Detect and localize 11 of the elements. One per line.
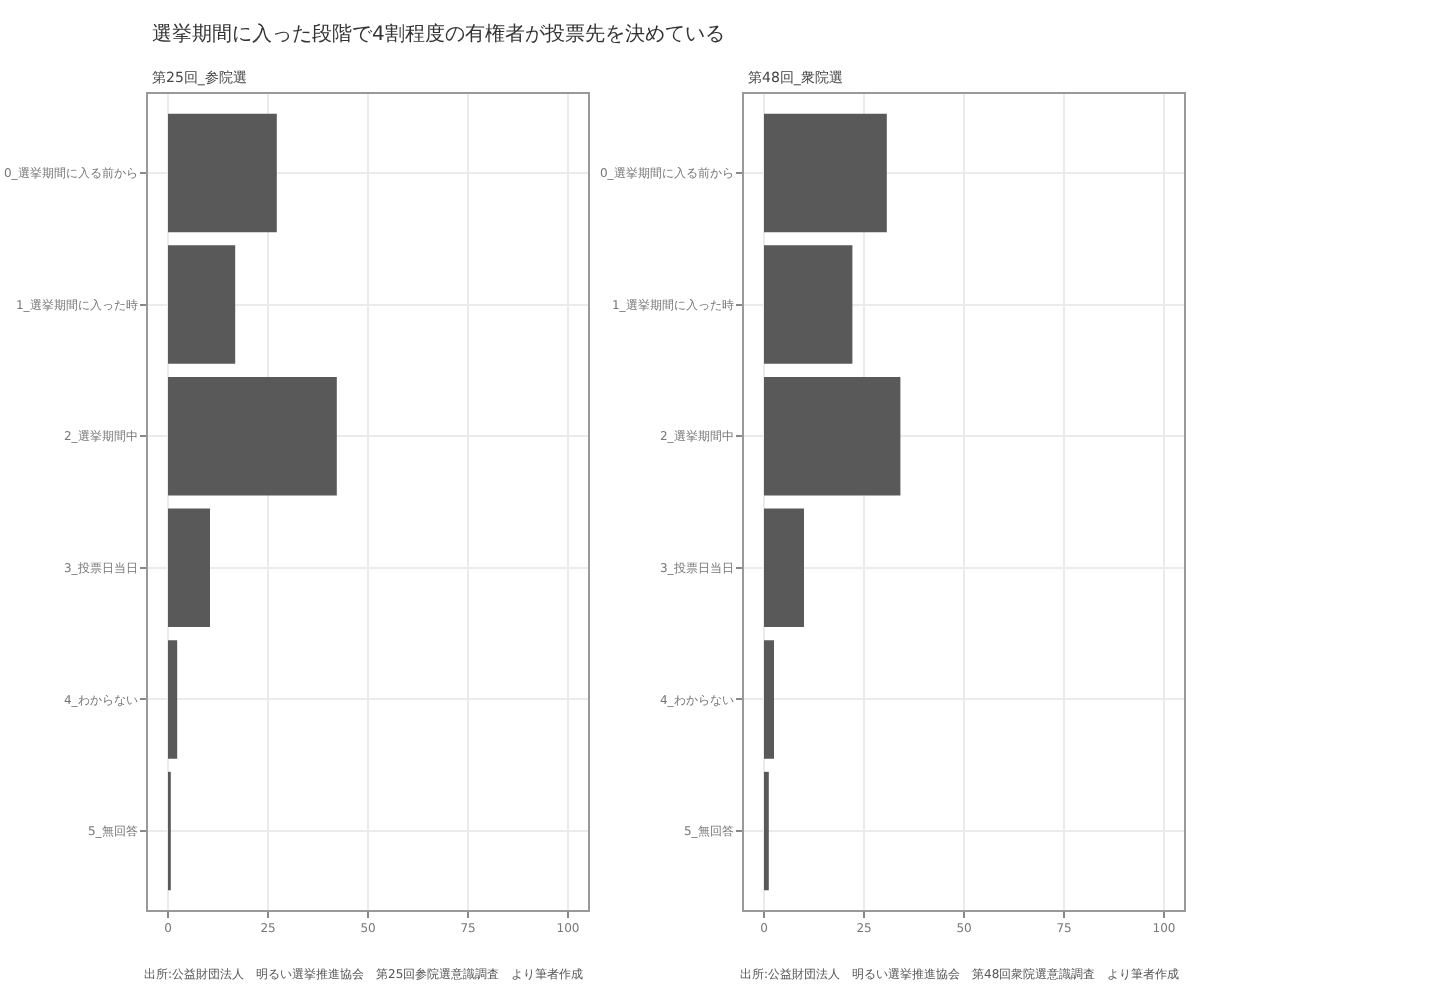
- bar: [764, 113, 887, 233]
- bar: [764, 640, 774, 759]
- bar: [168, 376, 337, 496]
- bar: [168, 640, 178, 759]
- bar: [168, 113, 277, 233]
- bar: [764, 245, 853, 364]
- bar: [764, 376, 901, 496]
- bar: [168, 508, 210, 628]
- bar: [764, 508, 804, 628]
- bar: [168, 245, 236, 364]
- chart-title: 選挙期間に入った段階で4割程度の有権者が投票先を決めている: [152, 22, 725, 46]
